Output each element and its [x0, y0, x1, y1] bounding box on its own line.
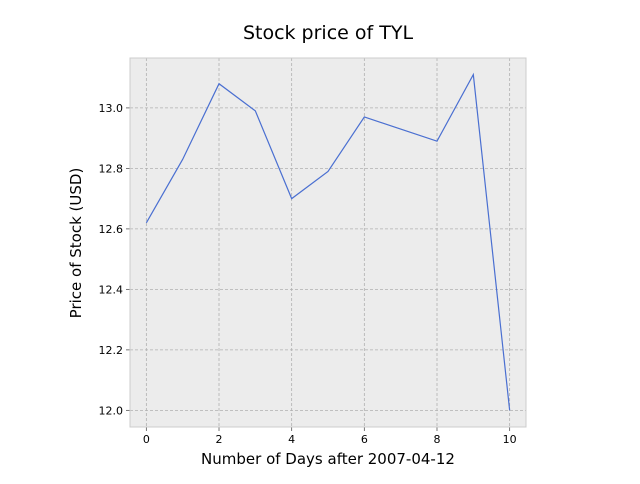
- x-tick-label: 4: [288, 433, 295, 446]
- x-tick-label: 6: [361, 433, 368, 446]
- plot-frame: [129, 57, 527, 428]
- x-tick-label: 2: [216, 433, 223, 446]
- chart-title: Stock price of TYL: [242, 22, 414, 44]
- y-tick-label: 13.0: [99, 102, 124, 115]
- y-axis-label: Price of Stock (USD): [67, 167, 85, 319]
- y-tick-label: 12.6: [99, 223, 124, 236]
- y-tick-label: 12.2: [99, 344, 124, 357]
- y-tick-label: 12.4: [99, 283, 124, 296]
- series-line: [145, 72, 511, 411]
- x-axis-label: Number of Days after 2007-04-12: [201, 450, 455, 468]
- y-tick-label: 12.0: [99, 404, 124, 417]
- x-tick-label: 0: [143, 433, 150, 446]
- plot-area: [130, 58, 526, 427]
- x-tick-label: 8: [433, 433, 440, 446]
- x-tick-label: 10: [503, 433, 517, 446]
- y-tick-label: 12.8: [99, 162, 124, 175]
